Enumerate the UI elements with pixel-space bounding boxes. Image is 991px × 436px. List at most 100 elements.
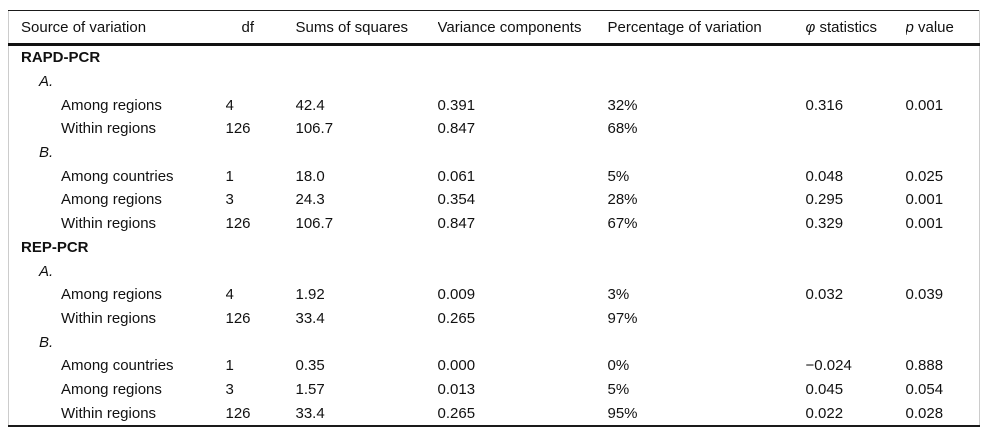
table-row: A. — [9, 70, 980, 94]
cell-percentage-of-variation: 28% — [607, 191, 638, 209]
cell-df — [226, 70, 296, 94]
table-row: Among countries 1 18.0 0.061 5% 0.048 0.025 — [9, 164, 980, 188]
cell-percentage-of-variation: 68% — [607, 120, 638, 138]
p-value-label: value — [913, 18, 954, 36]
row-label: Among regions — [61, 380, 162, 398]
cell-variance-components — [438, 141, 608, 165]
cell-p-value — [906, 307, 980, 331]
cell-phi-statistics — [806, 117, 906, 141]
cell-df: 3 — [225, 380, 234, 398]
cell-percentage-of-variation — [608, 70, 806, 94]
col-header-source-of-variation: Source of variation — [8, 10, 226, 46]
row-label: Among regions — [61, 191, 162, 209]
table-row: Within regions 126 33.4 0.265 97% — [9, 307, 980, 331]
cell-phi-statistics — [806, 141, 906, 165]
phi-symbol: φ — [805, 18, 816, 36]
cell-variance-components: 0.009 — [437, 286, 476, 304]
cell-phi-statistics: 0.032 — [805, 286, 844, 304]
row-label: B. — [39, 144, 54, 162]
cell-p-value — [906, 70, 980, 94]
cell-df: 126 — [225, 120, 251, 138]
col-header-sums-of-squares: Sums of squares — [295, 10, 438, 46]
cell-variance-components: 0.000 — [437, 357, 476, 375]
table-row: REP-PCR — [9, 236, 980, 260]
cell-sums-of-squares: 18.0 — [295, 167, 325, 185]
table-row: B. — [9, 330, 980, 354]
cell-phi-statistics: 0.045 — [805, 380, 844, 398]
cell-sums-of-squares: 33.4 — [295, 404, 325, 422]
col-header-variance-components: Variance components — [437, 10, 608, 46]
cell-df: 126 — [225, 404, 251, 422]
table-row: Among regions 3 24.3 0.354 28% 0.295 0.001 — [9, 188, 980, 212]
cell-sums-of-squares: 106.7 — [295, 120, 334, 138]
cell-p-value — [906, 141, 980, 165]
cell-percentage-of-variation — [608, 330, 806, 354]
col-header-phi-statistics: φ statistics — [805, 10, 906, 46]
row-label: B. — [39, 333, 54, 351]
cell-percentage-of-variation: 97% — [607, 309, 638, 327]
row-label: A. — [39, 262, 54, 280]
cell-p-value: 0.001 — [905, 215, 944, 233]
amova-table: Source of variation df Sums of squares V… — [8, 10, 980, 427]
cell-variance-components — [438, 236, 608, 260]
cell-phi-statistics: 0.295 — [805, 191, 844, 209]
cell-df: 1 — [225, 357, 234, 375]
cell-variance-components — [438, 70, 608, 94]
cell-percentage-of-variation: 32% — [607, 96, 638, 114]
cell-percentage-of-variation: 0% — [607, 357, 630, 375]
cell-sums-of-squares: 42.4 — [295, 96, 325, 114]
table-row: Within regions 126 33.4 0.265 95% 0.022 0.028 — [9, 401, 980, 426]
cell-variance-components — [438, 330, 608, 354]
row-label: Among countries — [61, 357, 174, 375]
cell-p-value — [906, 259, 980, 283]
cell-variance-components: 0.354 — [437, 191, 476, 209]
cell-sums-of-squares: 106.7 — [295, 215, 334, 233]
cell-sums-of-squares: 33.4 — [295, 309, 325, 327]
row-label: Within regions — [61, 120, 157, 138]
row-label: Within regions — [61, 404, 157, 422]
cell-p-value — [906, 117, 980, 141]
table-body: RAPD-PCR A. Among regions 4 42.4 0.391 32% 0.31… — [9, 45, 980, 427]
cell-df — [226, 236, 296, 260]
row-label: Within regions — [61, 215, 157, 233]
table-row: Within regions 126 106.7 0.847 67% 0.329 0.001 — [9, 212, 980, 236]
cell-df: 126 — [225, 215, 251, 233]
cell-phi-statistics: −0.024 — [805, 357, 852, 375]
cell-phi-statistics — [806, 259, 906, 283]
row-label: RAPD-PCR — [21, 49, 101, 67]
cell-p-value — [906, 236, 980, 260]
cell-phi-statistics — [806, 70, 906, 94]
cell-variance-components: 0.265 — [437, 404, 476, 422]
cell-percentage-of-variation — [608, 259, 806, 283]
cell-df: 3 — [225, 191, 234, 209]
cell-sums-of-squares — [296, 70, 438, 94]
row-label: REP-PCR — [21, 238, 89, 256]
p-symbol: p — [905, 18, 914, 36]
cell-variance-components — [438, 259, 608, 283]
cell-df: 1 — [225, 167, 234, 185]
row-label: Within regions — [61, 309, 157, 327]
cell-percentage-of-variation — [608, 45, 806, 70]
cell-df: 126 — [225, 309, 251, 327]
table-row: RAPD-PCR — [9, 45, 980, 70]
cell-percentage-of-variation: 95% — [607, 404, 638, 422]
cell-phi-statistics: 0.048 — [805, 167, 844, 185]
cell-df: 4 — [225, 96, 234, 114]
cell-p-value — [906, 330, 980, 354]
cell-p-value: 0.001 — [905, 191, 944, 209]
cell-df — [226, 259, 296, 283]
cell-p-value: 0.888 — [905, 357, 944, 375]
cell-variance-components: 0.013 — [437, 380, 476, 398]
row-label: A. — [39, 73, 54, 91]
cell-p-value: 0.028 — [905, 404, 944, 422]
amova-table-container: Source of variation df Sums of squares V… — [8, 10, 980, 427]
cell-variance-components: 0.847 — [437, 120, 476, 138]
cell-sums-of-squares — [296, 236, 438, 260]
cell-percentage-of-variation: 5% — [607, 167, 630, 185]
cell-phi-statistics: 0.316 — [805, 96, 844, 114]
cell-sums-of-squares: 1.92 — [295, 286, 325, 304]
cell-phi-statistics: 0.022 — [805, 404, 844, 422]
cell-variance-components — [438, 45, 608, 70]
col-header-percentage-of-variation: Percentage of variation — [607, 10, 806, 46]
cell-sums-of-squares: 1.57 — [295, 380, 325, 398]
